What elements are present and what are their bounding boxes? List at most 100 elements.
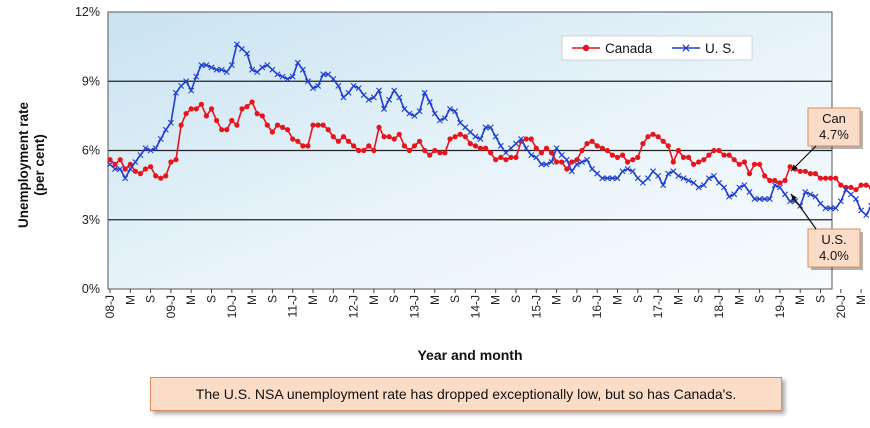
data-point	[533, 145, 539, 151]
data-point	[208, 64, 215, 71]
data-point	[441, 115, 448, 122]
data-point	[751, 195, 758, 202]
data-point	[188, 106, 194, 112]
x-tick-label: M	[489, 295, 503, 305]
data-point	[132, 159, 139, 166]
data-point	[559, 159, 565, 165]
plot-border	[107, 11, 833, 290]
x-tick-label: M	[184, 295, 198, 305]
annotation-box	[807, 228, 861, 268]
data-point	[208, 106, 215, 112]
data-point	[198, 101, 204, 107]
data-point	[335, 138, 341, 144]
data-point	[249, 99, 255, 105]
x-tick-label: M	[854, 295, 868, 305]
data-point	[152, 145, 159, 152]
x-tick-label: 10-J	[225, 295, 239, 318]
data-point	[401, 105, 408, 112]
data-point	[183, 78, 190, 85]
data-point	[142, 145, 149, 152]
data-point	[802, 189, 809, 196]
data-point	[437, 150, 443, 156]
x-tick-label: 08-J	[103, 295, 117, 318]
data-point	[315, 122, 321, 128]
data-point	[838, 182, 844, 188]
data-point	[406, 147, 412, 154]
data-point	[853, 187, 859, 193]
data-point	[427, 152, 433, 158]
data-point	[817, 175, 824, 181]
data-point	[173, 157, 179, 163]
x-tick-label: S	[326, 295, 340, 303]
data-point	[564, 166, 570, 172]
data-point	[630, 157, 636, 163]
data-point	[523, 145, 530, 152]
data-point	[731, 157, 737, 163]
data-point	[776, 184, 783, 191]
data-point	[842, 186, 849, 193]
data-point	[213, 66, 220, 73]
series-lines	[107, 41, 870, 219]
data-point	[340, 94, 347, 101]
data-point	[670, 159, 676, 165]
data-point	[488, 150, 494, 156]
data-point	[158, 175, 164, 181]
data-point	[163, 173, 169, 179]
y-tick-label: 0%	[82, 282, 100, 296]
data-point	[365, 96, 372, 103]
x-tick-label: M	[123, 295, 137, 305]
data-point	[375, 87, 382, 94]
data-point	[127, 165, 134, 172]
data-point	[563, 156, 570, 163]
y-tick-label: 9%	[82, 74, 100, 88]
data-point	[224, 127, 230, 133]
data-point	[751, 161, 758, 167]
x-tick-label: M	[428, 295, 442, 305]
y-tick-label: 3%	[82, 213, 100, 227]
data-point	[284, 75, 291, 82]
data-point	[568, 168, 575, 175]
y-tick-label: 6%	[82, 144, 100, 158]
data-point	[117, 157, 123, 163]
data-point	[817, 200, 824, 207]
x-tick-label: 14-J	[468, 295, 482, 318]
data-point	[812, 193, 819, 200]
data-point	[624, 165, 631, 172]
data-point	[244, 50, 251, 57]
data-point	[294, 59, 301, 66]
data-point	[411, 143, 418, 149]
data-point	[691, 161, 697, 167]
data-point	[706, 152, 712, 158]
data-point	[828, 175, 834, 181]
data-point	[219, 127, 225, 133]
data-point	[695, 184, 702, 191]
x-tick-label: S	[753, 295, 767, 303]
data-point	[823, 175, 829, 181]
data-point	[447, 136, 453, 142]
data-point	[538, 150, 545, 156]
data-point	[122, 175, 129, 182]
data-point	[431, 110, 438, 117]
data-point	[234, 122, 240, 128]
data-point	[300, 143, 306, 149]
data-point	[381, 105, 388, 112]
x-tick-label: S	[265, 295, 279, 303]
data-point	[147, 147, 154, 154]
data-point	[538, 161, 545, 168]
data-point	[639, 179, 646, 186]
data-point	[543, 145, 550, 151]
data-point	[162, 126, 169, 133]
data-point	[604, 175, 611, 182]
data-point	[599, 145, 605, 151]
data-point	[548, 150, 555, 156]
data-point	[771, 182, 778, 189]
data-point	[574, 157, 580, 163]
data-point	[716, 179, 722, 186]
x-tick-label: M	[793, 295, 807, 305]
data-point	[350, 82, 357, 89]
data-point	[528, 152, 535, 159]
data-point	[254, 111, 260, 117]
